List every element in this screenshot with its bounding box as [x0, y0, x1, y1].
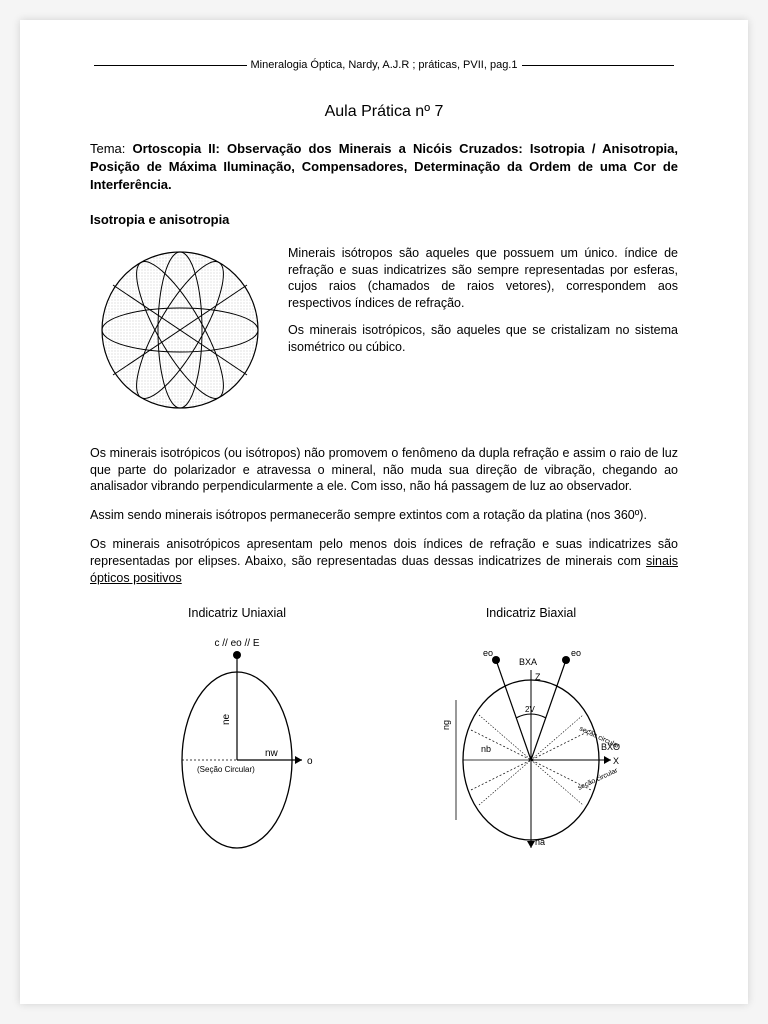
document-page: Mineralogia Óptica, Nardy, A.J.R ; práti…	[20, 20, 748, 1004]
running-header: Mineralogia Óptica, Nardy, A.J.R ; práti…	[90, 58, 678, 73]
uniaxial-title: Indicatriz Uniaxial	[90, 605, 384, 622]
sphere-figure	[90, 245, 270, 415]
uniaxial-column: Indicatriz Uniaxial c // eo // E ne nw o…	[90, 605, 384, 860]
label-nw: nw	[265, 748, 279, 759]
label-z: Z	[535, 672, 541, 682]
header-rule-right	[522, 65, 675, 66]
label-eo1: eo	[483, 648, 493, 658]
sphere-icon	[93, 245, 268, 415]
label-na: na	[535, 837, 545, 847]
label-ng: ng	[441, 720, 451, 730]
intro-row: Minerais isótropos são aqueles que possu…	[90, 245, 678, 415]
label-o: o	[307, 756, 313, 767]
label-c-eo-e: c // eo // E	[214, 638, 259, 649]
body-p3: Os minerais anisotrópicos apresentam pel…	[90, 536, 678, 587]
uniaxial-diagram: c // eo // E ne nw o (Seção Circular)	[127, 630, 347, 860]
label-x: X	[613, 756, 619, 766]
label-ne: ne	[221, 713, 232, 725]
tema-content: Ortoscopia II: Observação dos Minerais a…	[90, 141, 678, 191]
header-text: Mineralogia Óptica, Nardy, A.J.R ; práti…	[251, 58, 518, 73]
page-title: Aula Prática nº 7	[90, 101, 678, 123]
intro-p1: Minerais isótropos são aqueles que possu…	[288, 245, 678, 313]
intro-p2: Os minerais isotrópicos, são aqueles que…	[288, 322, 678, 356]
tema-label: Tema:	[90, 141, 125, 156]
biaxial-diagram: eo eo BXA Z 2V ng nb BXO X na seção circ…	[401, 630, 661, 860]
biaxial-column: Indicatriz Biaxial	[384, 605, 678, 860]
label-nb: nb	[481, 744, 491, 754]
section-heading: Isotropia e anisotropia	[90, 211, 678, 229]
body-p3a: Os minerais anisotrópicos apresentam pel…	[90, 537, 678, 568]
label-bxa: BXA	[519, 657, 537, 667]
label-secao-circular: (Seção Circular)	[197, 765, 255, 774]
body-p1: Os minerais isotrópicos (ou isótropos) n…	[90, 445, 678, 496]
header-rule-left	[94, 65, 247, 66]
biaxial-title: Indicatriz Biaxial	[384, 605, 678, 622]
intro-text: Minerais isótropos são aqueles que possu…	[288, 245, 678, 366]
label-secao1: seção circular	[578, 725, 621, 750]
label-eo2: eo	[571, 648, 581, 658]
body-p2: Assim sendo minerais isótropos permanece…	[90, 507, 678, 524]
label-2v: 2V	[525, 705, 535, 714]
tema-block: Tema: Ortoscopia II: Observação dos Mine…	[90, 140, 678, 193]
diagrams-row: Indicatriz Uniaxial c // eo // E ne nw o…	[90, 605, 678, 860]
